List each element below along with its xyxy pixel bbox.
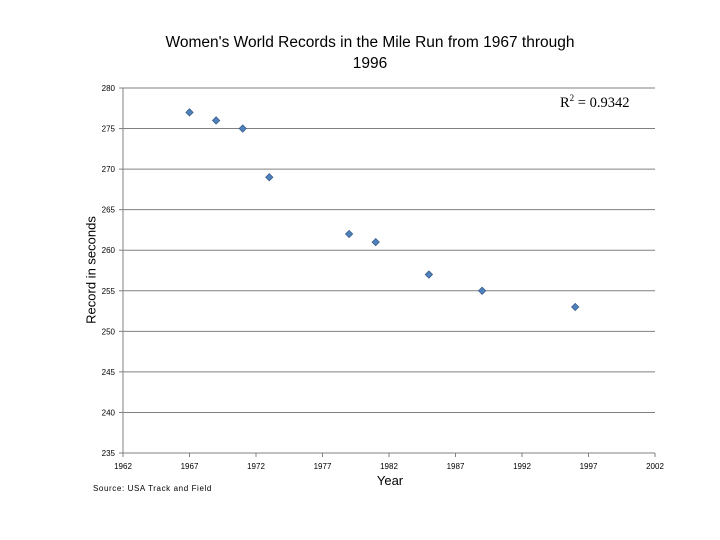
r-squared-annotation: R2 = 0.9342	[560, 93, 629, 112]
x-tick-label-1962: 1962	[114, 462, 132, 471]
y-tick-label-250: 250	[102, 327, 116, 336]
chart-title-line-1: Women's World Records in the Mile Run fr…	[165, 34, 575, 51]
y-tick-label-240: 240	[102, 408, 116, 417]
y-tick-label-260: 260	[102, 246, 116, 255]
data-point-1971	[238, 124, 247, 133]
data-point-1985	[424, 270, 434, 279]
r-squared-base: R	[560, 94, 570, 111]
data-point-1973	[265, 173, 274, 182]
x-tick-label-1977: 1977	[314, 462, 332, 471]
y-tick-label-275: 275	[102, 125, 116, 134]
data-point-1981	[371, 237, 380, 247]
x-tick-label-1982: 1982	[380, 462, 398, 471]
data-point-1979	[344, 229, 354, 239]
y-tick-label-270: 270	[102, 165, 116, 174]
data-point-1967	[185, 108, 194, 117]
chart-title: Women's World Records in the Mile Run fr…	[100, 32, 640, 74]
x-tick-label-1987: 1987	[447, 462, 465, 471]
y-tick-label-255: 255	[102, 287, 116, 296]
x-axis-label: Year	[376, 473, 404, 488]
x-tick-label-1992: 1992	[513, 462, 531, 471]
x-tick-label-2002: 2002	[646, 462, 664, 471]
chart-title-line-2: 1996	[352, 55, 388, 72]
x-tick-label-1997: 1997	[580, 462, 598, 471]
x-tick-label-1972: 1972	[247, 462, 265, 471]
y-tick-label-245: 245	[102, 368, 116, 377]
r-squared-sup: 2	[569, 93, 575, 103]
y-tick-label-265: 265	[102, 206, 116, 215]
data-point-1989	[477, 286, 487, 295]
y-tick-label-235: 235	[102, 449, 116, 458]
r-squared-value: = 0.9342	[574, 94, 630, 111]
source-note: Source: USA Track and Field	[93, 484, 212, 493]
y-tick-label-280: 280	[102, 84, 116, 93]
x-tick-label-1967: 1967	[181, 462, 199, 471]
data-point-1996	[571, 302, 580, 312]
data-point-1969	[211, 116, 221, 125]
